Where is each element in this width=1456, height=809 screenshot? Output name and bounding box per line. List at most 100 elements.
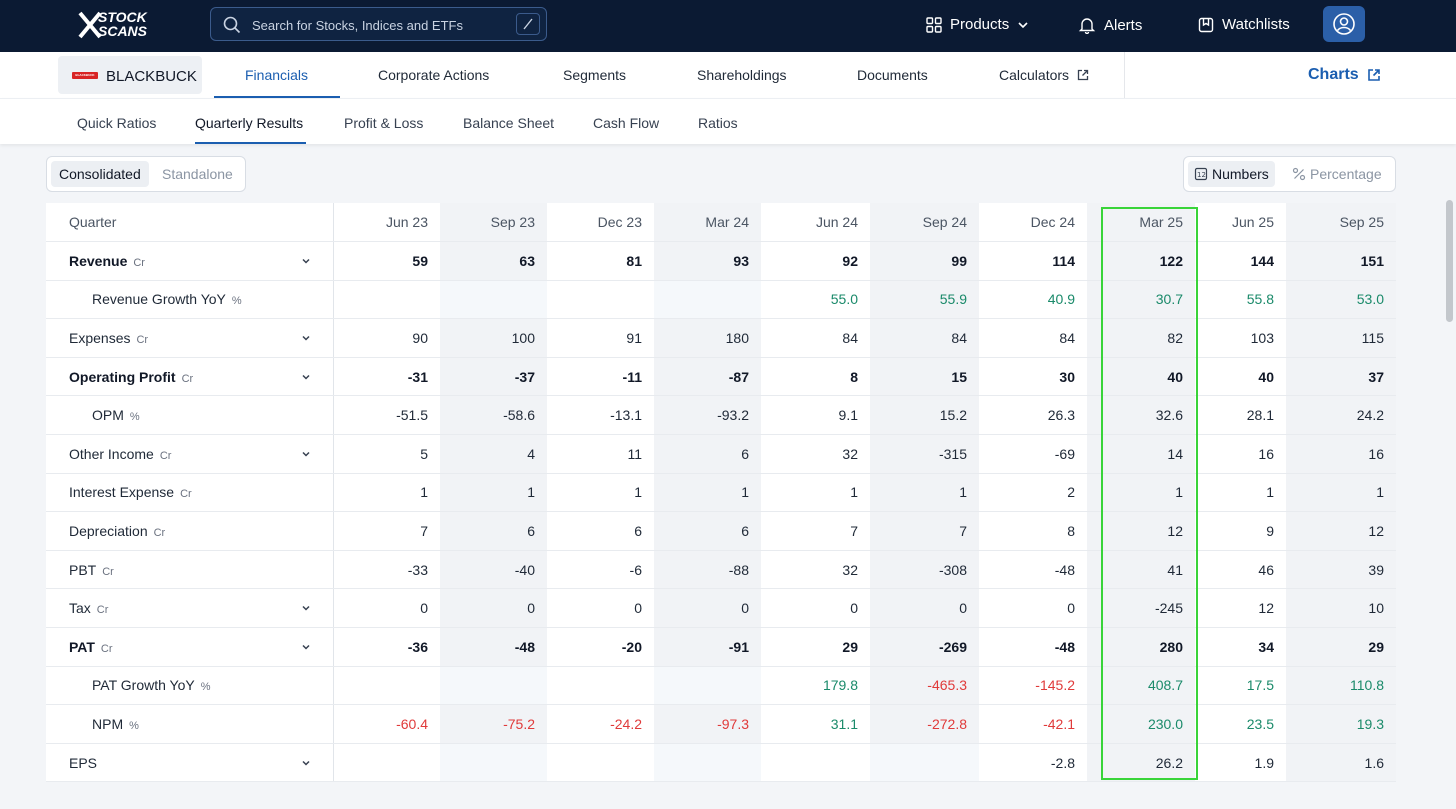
table-cell: 180 [654, 318, 761, 358]
row-unit: % [129, 720, 139, 733]
table-cell: -93.2 [654, 395, 761, 436]
products-menu[interactable]: Products [926, 16, 1029, 33]
table-cell: 84 [870, 318, 979, 358]
tab-corporate-actions[interactable]: Corporate Actions [378, 67, 490, 83]
logo-mark-icon [78, 11, 102, 39]
brand-logo[interactable]: STOCK SCANS [78, 10, 174, 40]
charts-link[interactable]: Charts [1308, 66, 1381, 84]
table-row[interactable]: Other Income Cr 5 4 11 6 32 -315 -69 14 16 16 [46, 434, 1396, 474]
row-unit: Cr [181, 372, 194, 385]
table-row: NPM% -60.4 -75.2 -24.2 -97.3 31.1 -272.8 -42.1 2… [46, 704, 1396, 744]
chevron-down-icon[interactable] [301, 642, 311, 652]
table-row[interactable]: Operating Profit Cr -31 -37 -11 -87 8 15 30 40 40 3… [46, 357, 1396, 397]
row-label[interactable]: Expenses Cr [46, 318, 334, 358]
table-cell: -88 [654, 550, 761, 590]
top-navbar: STOCK SCANS Search for Stocks, Indices a… [0, 0, 1456, 52]
tab-calculators-label: Calculators [999, 67, 1070, 83]
table-cell: 55.9 [870, 280, 979, 320]
subtab-balance-sheet[interactable]: Balance Sheet [463, 115, 555, 131]
row-label-text: OPM [92, 407, 124, 424]
table-cell: 1 [333, 473, 440, 513]
row-label[interactable]: Revenue Cr [46, 241, 334, 281]
active-subtab-indicator [195, 142, 306, 144]
table-row[interactable]: PAT Cr -36 -48 -20 -91 29 -269 -48 280 34 29 [46, 627, 1396, 667]
table-cell: 29 [761, 627, 870, 667]
table-cell: 90 [333, 318, 440, 358]
subtab-quick-ratios[interactable]: Quick Ratios [77, 115, 157, 131]
table-cell: 7 [333, 511, 440, 551]
tab-calculators[interactable]: Calculators [999, 67, 1089, 83]
chevron-down-icon[interactable] [301, 603, 311, 613]
standalone-option[interactable]: Standalone [162, 166, 233, 182]
table-row[interactable]: EPS -2.8 26.2 1.9 1.6 [46, 743, 1396, 783]
table-cell: 92 [761, 241, 870, 281]
table-cell: 0 [654, 588, 761, 629]
chevron-down-icon[interactable] [301, 372, 311, 382]
table-cell: -308 [870, 550, 979, 590]
tab-documents[interactable]: Documents [857, 67, 928, 83]
search-input[interactable]: Search for Stocks, Indices and ETFs [252, 18, 463, 33]
company-chip[interactable]: BLACKBUCK BLACKBUCK [58, 56, 202, 94]
row-unit: Cr [102, 565, 114, 578]
grid-icon [926, 16, 942, 33]
row-label[interactable]: Tax Cr [46, 588, 334, 629]
subtab-cash-flow[interactable]: Cash Flow [593, 115, 660, 131]
table-cell: 32 [761, 550, 870, 590]
search-bar[interactable]: Search for Stocks, Indices and ETFs [210, 7, 547, 41]
alerts-link[interactable]: Alerts [1078, 16, 1142, 34]
table-cell: -31 [333, 357, 440, 397]
table-cell: 84 [979, 318, 1087, 358]
table-header-row: Quarter Jun 23 Sep 23 Dec 23 Mar 24 Jun 24 Se… [46, 203, 1396, 243]
chevron-down-icon[interactable] [301, 449, 311, 459]
row-label[interactable]: EPS [46, 743, 334, 783]
table-cell: -36 [333, 627, 440, 667]
table-cell: 17.5 [1195, 666, 1286, 706]
table-cell: 1 [654, 473, 761, 513]
table-cell: 99 [870, 241, 979, 281]
table-cell: -272.8 [870, 704, 979, 744]
table-row[interactable]: Tax Cr 0 0 0 0 0 0 0 -245 12 10 [46, 588, 1396, 629]
row-label: PBT Cr [46, 550, 334, 590]
percentage-option[interactable]: Percentage [1286, 161, 1388, 187]
table-cell: 12 [1087, 511, 1195, 551]
table-row: PBT Cr -33 -40 -6 -88 32 -308 -48 41 46 39 [46, 550, 1396, 590]
subtab-quarterly-results[interactable]: Quarterly Results [195, 115, 304, 131]
table-cell: 39 [1286, 550, 1396, 590]
table-row[interactable]: Revenue Cr 59 63 81 93 92 99 114 122 144 151 [46, 241, 1396, 281]
table-cell: 408.7 [1087, 666, 1195, 706]
table-row[interactable]: Expenses Cr 90 100 91 180 84 84 84 82 103 115 [46, 318, 1396, 358]
table-cell: 19.3 [1286, 704, 1396, 744]
table-cell: 59 [333, 241, 440, 281]
row-label: Depreciation Cr [46, 511, 334, 551]
table-cell: 40 [1195, 357, 1286, 397]
chevron-down-icon[interactable] [301, 256, 311, 266]
table-cell: 144 [1195, 241, 1286, 281]
row-label[interactable]: Other Income Cr [46, 434, 334, 474]
table-cell: -42.1 [979, 704, 1087, 744]
row-label-text: Revenue Growth YoY [92, 291, 226, 308]
watchlists-link[interactable]: Watchlists [1198, 16, 1290, 33]
products-label: Products [950, 16, 1010, 33]
table-cell: 26.2 [1087, 743, 1195, 783]
table-cell: -20 [547, 627, 654, 667]
bell-icon [1078, 18, 1096, 34]
table-cell: 8 [761, 357, 870, 397]
subtab-ratios[interactable]: Ratios [698, 115, 738, 131]
row-label[interactable]: Operating Profit Cr [46, 357, 334, 397]
table-cell [870, 743, 979, 783]
tab-segments[interactable]: Segments [563, 67, 627, 83]
numbers-option[interactable]: 12 Numbers [1188, 161, 1275, 187]
tab-financials[interactable]: Financials [245, 67, 309, 83]
chevron-down-icon[interactable] [301, 758, 311, 768]
page-scrollbar[interactable] [1446, 200, 1453, 322]
user-account-button[interactable] [1323, 6, 1365, 42]
consolidated-option[interactable]: Consolidated [51, 161, 149, 187]
table-cell [333, 743, 440, 783]
alerts-label: Alerts [1104, 16, 1143, 34]
subtab-profit-loss[interactable]: Profit & Loss [344, 115, 424, 131]
external-link-icon [1367, 69, 1380, 81]
row-label-text: PBT [69, 561, 97, 578]
tab-shareholdings[interactable]: Shareholdings [697, 67, 787, 83]
row-label[interactable]: PAT Cr [46, 627, 334, 667]
chevron-down-icon[interactable] [301, 333, 311, 343]
